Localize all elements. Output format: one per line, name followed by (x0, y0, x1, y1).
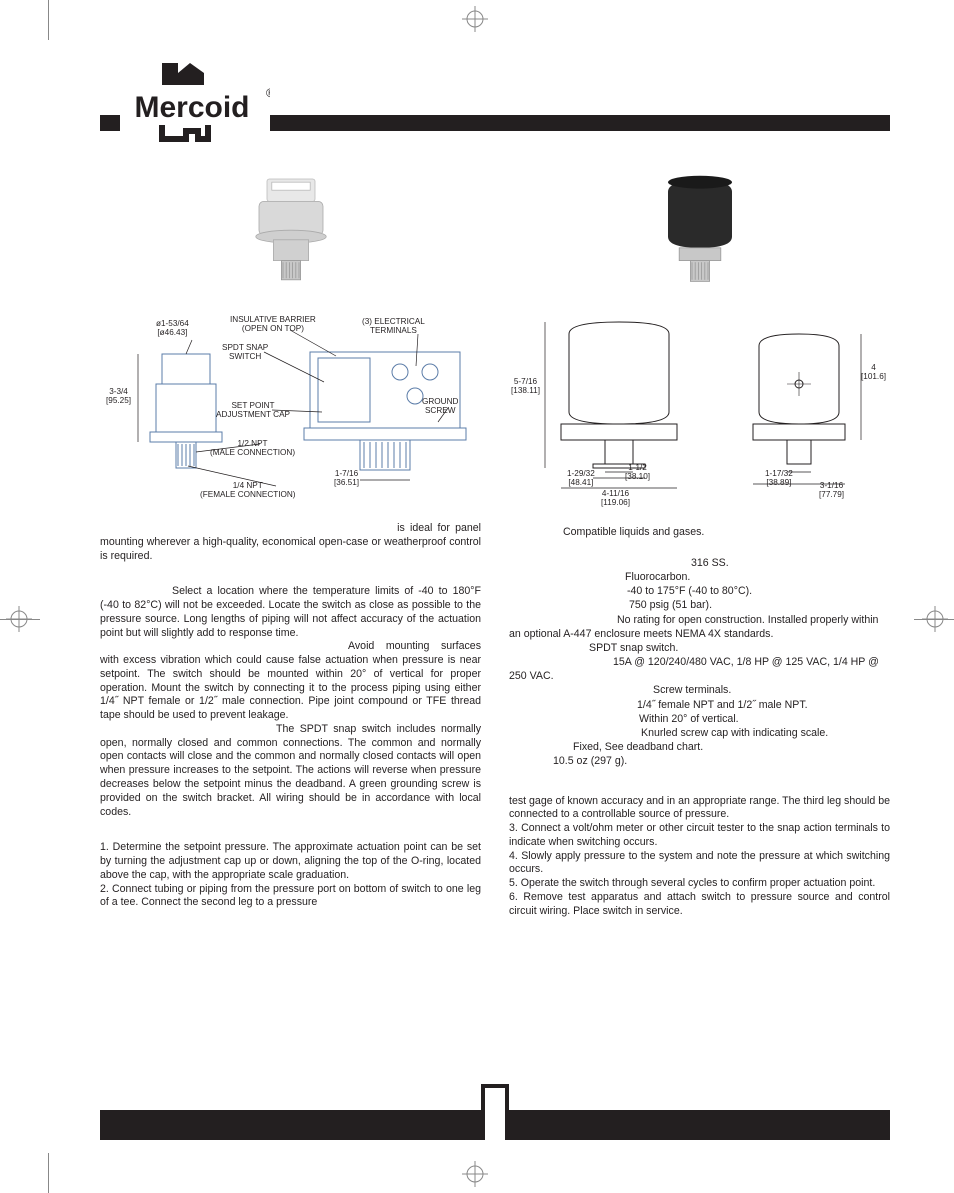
crop-mark (48, 1153, 49, 1193)
page-content: Mercoid ® (100, 55, 890, 1140)
position-text: Avoid mounting surfaces with excess vibr… (100, 640, 481, 721)
spec-value: Fluorocarbon. (625, 571, 690, 583)
spec-value: 316 SS. (691, 557, 729, 569)
intro-paragraph: is ideal for panel mounting wherever a h… (100, 522, 481, 563)
location-paragraph: Select a location where the temperature … (100, 585, 481, 640)
spec-value: Knurled screw cap with indicating scale. (641, 727, 828, 739)
dim-label: SPDT SNAP SWITCH (222, 344, 268, 361)
dim-label: SET POINT ADJUSTMENT CAP (216, 402, 290, 419)
registration-mark-icon (922, 606, 948, 632)
dim-label: 3-1/16 [77.79] (819, 482, 844, 499)
brand-logo: Mercoid ® (120, 55, 270, 150)
location-text: Select a location where the temperature … (100, 585, 481, 638)
step-6: 6. Remove test apparatus and attach swit… (509, 891, 890, 919)
dim-label: 5-7/16 [138.11] (511, 378, 540, 395)
dim-label: (3) ELECTRICAL TERMINALS (362, 318, 425, 335)
dim-label: 1-1/2 [38.10] (625, 464, 650, 481)
dim-label: 4-11/16 [119.06] (601, 490, 630, 507)
intro-text: is ideal for panel mounting wherever a h… (100, 522, 481, 562)
spec-value: Screw terminals. (653, 684, 731, 696)
dim-label: 3-3/4 [95.25] (106, 388, 131, 405)
step-3: 3. Connect a volt/ohm meter or other cir… (509, 822, 890, 850)
specifications-list: 316 SS. Fluorocarbon. -40 to 175°F (-40 … (509, 556, 890, 769)
product-photo-right (509, 156, 890, 306)
right-column: 5-7/16 [138.11] 4 [101.6] 1-29/32 [48.41… (509, 156, 890, 918)
dim-label: ø1-53/64 [ø46.43] (156, 320, 189, 337)
dim-label: 4 [101.6] (861, 364, 886, 381)
spec-value: 750 psig (51 bar). (629, 599, 712, 611)
spec-value: No rating for open construction. Install… (509, 614, 878, 640)
registration-mark-icon (462, 6, 488, 32)
registration-mark-icon (6, 606, 32, 632)
dim-label: 1-29/32 [48.41] (567, 470, 595, 487)
service-line: Compatible liquids and gases. (509, 526, 890, 540)
step-2: 2. Connect tubing or piping from the pre… (100, 883, 481, 911)
dimensional-drawing-left: ø1-53/64 [ø46.43] INSULATIVE BARRIER (OP… (100, 312, 481, 512)
dimensional-drawing-right: 5-7/16 [138.11] 4 [101.6] 1-29/32 [48.41… (509, 312, 890, 512)
brand-name: Mercoid (134, 91, 249, 124)
step-1: 1. Determine the setpoint pressure. The … (100, 841, 481, 882)
spec-value: -40 to 175°F (-40 to 80°C). (627, 585, 752, 597)
spec-value: SPDT snap switch. (589, 642, 678, 654)
spec-value: 1/4˝ female NPT and 1/2˝ male NPT. (637, 699, 808, 711)
svg-text:®: ® (266, 86, 270, 100)
calibration-steps-left: 1. Determine the setpoint pressure. The … (100, 841, 481, 910)
dim-label: 1-17/32 [38.89] (765, 470, 793, 487)
electrical-text: The SPDT snap switch includes normally o… (100, 723, 481, 818)
step-5: 5. Operate the switch through several cy… (509, 877, 890, 891)
spec-value: Within 20° of vertical. (639, 713, 739, 725)
step-2-cont: test gage of known accuracy and in an ap… (509, 795, 890, 823)
crop-mark (48, 0, 49, 40)
spec-value: 10.5 oz (297 g). (553, 755, 627, 767)
registration-mark-icon (462, 1161, 488, 1187)
product-photo-left (100, 156, 481, 306)
footer-notch (481, 1084, 509, 1140)
dim-label: GROUND SCREW (422, 398, 458, 415)
left-column: ø1-53/64 [ø46.43] INSULATIVE BARRIER (OP… (100, 156, 481, 918)
position-paragraph: Avoid mounting surfaces with excess vibr… (100, 640, 481, 723)
spec-value: Fixed, See deadband chart. (573, 741, 703, 753)
dim-label: INSULATIVE BARRIER (OPEN ON TOP) (230, 316, 316, 333)
header: Mercoid ® (100, 55, 890, 150)
dim-label: 1/2 NPT (MALE CONNECTION) (210, 440, 295, 457)
electrical-paragraph: The SPDT snap switch includes normally o… (100, 723, 481, 819)
spec-value: 15A @ 120/240/480 VAC, 1/8 HP @ 125 VAC,… (509, 656, 879, 682)
calibration-steps-right: test gage of known accuracy and in an ap… (509, 795, 890, 919)
service-value: Compatible liquids and gases. (563, 526, 704, 538)
dim-label: 1-7/16 [36.51] (334, 470, 359, 487)
dim-label: 1/4 NPT (FEMALE CONNECTION) (200, 482, 296, 499)
two-column-layout: ø1-53/64 [ø46.43] INSULATIVE BARRIER (OP… (100, 156, 890, 918)
step-4: 4. Slowly apply pressure to the system a… (509, 850, 890, 878)
